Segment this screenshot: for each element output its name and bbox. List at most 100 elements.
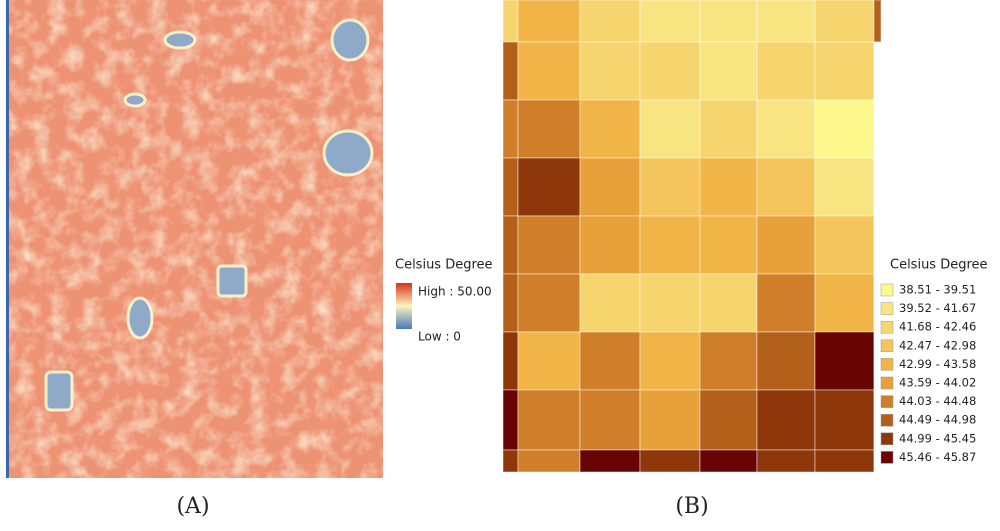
grid-cell — [580, 332, 640, 390]
grid-cell — [815, 450, 874, 472]
grid-cell — [503, 390, 518, 450]
grid-cell — [700, 0, 757, 42]
grid-cell — [815, 274, 874, 332]
grid-cell — [580, 158, 640, 216]
legend-label: 44.03 - 44.48 — [899, 394, 976, 408]
grid-cell — [874, 42, 881, 100]
legend-swatch — [881, 414, 893, 426]
grid-cell — [580, 390, 640, 450]
legend-swatch — [881, 303, 893, 315]
legend-label: Low : 0 — [418, 330, 461, 344]
grid-cell — [580, 450, 640, 472]
grid-cell — [640, 390, 700, 450]
grid-cell — [757, 100, 815, 158]
grid-cell — [518, 274, 580, 332]
legend-swatch — [881, 396, 893, 408]
grid-cell — [700, 100, 757, 158]
grid-cell — [503, 450, 518, 472]
grid-cell — [503, 274, 518, 332]
grid-cell — [518, 450, 580, 472]
grid-cell — [700, 42, 757, 100]
grid-cell — [757, 274, 815, 332]
legend-swatch — [881, 321, 893, 333]
grid-cell — [503, 42, 518, 100]
grid-cell — [503, 332, 518, 390]
grid-cell — [518, 390, 580, 450]
grid-cell — [518, 0, 580, 42]
grid-cell — [874, 390, 881, 450]
grid-cell — [700, 274, 757, 332]
legend-title: Celsius Degree — [395, 258, 493, 273]
caption: (B) — [675, 494, 708, 519]
grid-cell — [503, 100, 518, 158]
legend-label: 42.99 - 43.58 — [899, 357, 976, 371]
grid-cell — [874, 274, 881, 332]
grid-cell — [815, 216, 874, 274]
grid-cell — [815, 390, 874, 450]
grid-cell — [503, 158, 518, 216]
legend-label: 39.52 - 41.67 — [899, 301, 976, 315]
grid-cell — [640, 274, 700, 332]
grid-cell — [700, 158, 757, 216]
legend-label: 44.99 - 45.45 — [899, 431, 976, 445]
figure: (A) Celsius Degree High : 50.00 Low : 0 … — [0, 0, 1000, 527]
legend-swatch — [881, 433, 893, 445]
grid-cell — [640, 42, 700, 100]
grid-cell — [580, 216, 640, 274]
grid-cell — [640, 100, 700, 158]
grid-cell — [640, 0, 700, 42]
grid-cell — [757, 158, 815, 216]
grid-cell — [640, 158, 700, 216]
grid-cell — [815, 42, 874, 100]
grid-cell — [580, 100, 640, 158]
grid-cell — [518, 42, 580, 100]
grid-cell — [757, 390, 815, 450]
grid-cell — [815, 100, 874, 158]
grid-cell — [518, 332, 580, 390]
grid-cell — [757, 332, 815, 390]
grid-cell — [640, 450, 700, 472]
legend-swatch — [881, 451, 893, 463]
grid-cell — [700, 450, 757, 472]
grid-cell — [815, 158, 874, 216]
legend-label: High : 50.00 — [418, 285, 492, 299]
grid-cell — [640, 216, 700, 274]
grid-cell — [874, 100, 881, 158]
color-ramp — [396, 283, 412, 329]
legend-label: 41.68 - 42.46 — [899, 320, 976, 334]
grid-cell — [700, 332, 757, 390]
legend-label: 43.59 - 44.02 — [899, 376, 976, 390]
legend-swatch — [881, 358, 893, 370]
legend: 38.51 - 39.51 39.52 - 41.67 41.68 - 42.46 4… — [881, 283, 976, 464]
grid-cell — [815, 0, 874, 42]
grid-cell — [580, 274, 640, 332]
legend-swatch — [881, 340, 893, 352]
grid-cell — [874, 332, 881, 390]
grid-cell — [815, 332, 874, 390]
grid-cell — [757, 42, 815, 100]
legend-label: 38.51 - 39.51 — [899, 283, 976, 297]
grid-cell — [518, 216, 580, 274]
grid-cell — [503, 0, 518, 42]
grid-cell — [757, 0, 815, 42]
legend-swatch — [881, 377, 893, 389]
legend-label: 45.46 - 45.87 — [899, 450, 976, 464]
grid-cell — [700, 216, 757, 274]
class-grid — [503, 0, 881, 472]
grid-cell — [518, 158, 580, 216]
grid-cell — [874, 450, 881, 472]
grid-cell — [874, 158, 881, 216]
grid-cell — [503, 216, 518, 274]
legend-swatch — [881, 284, 893, 296]
legend-label: 42.47 - 42.98 — [899, 338, 976, 352]
grid-cell — [580, 0, 640, 42]
grid-cell — [757, 450, 815, 472]
grid-cell — [640, 332, 700, 390]
thermal-map — [6, 0, 383, 478]
grid-cell — [874, 216, 881, 274]
grid-cell — [580, 42, 640, 100]
legend-label: 44.49 - 44.98 — [899, 413, 976, 427]
grid-cell — [700, 390, 757, 450]
grid-cell — [874, 0, 881, 42]
caption: (A) — [176, 494, 209, 519]
